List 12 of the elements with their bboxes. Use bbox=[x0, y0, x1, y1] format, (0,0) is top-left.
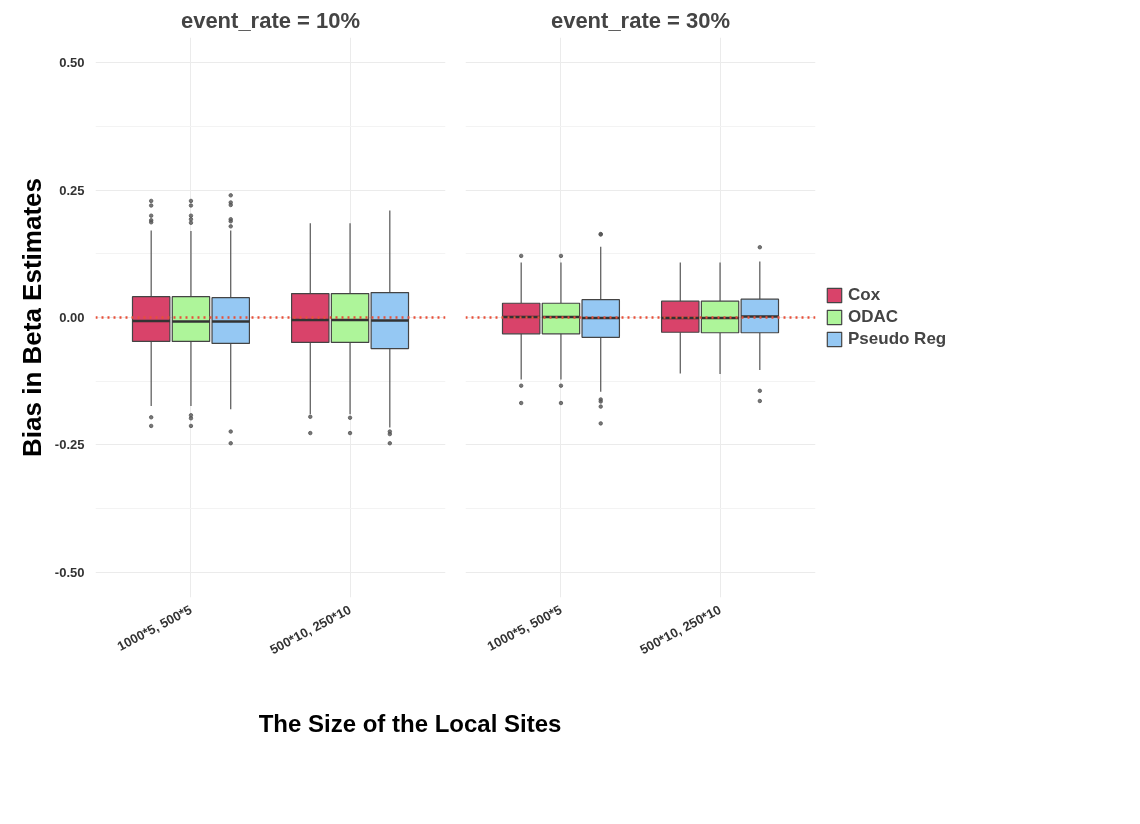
chart-title: event_rate = 10% bbox=[180, 7, 361, 33]
chart-title: event_rate = 30% bbox=[550, 7, 731, 33]
y-tick-label: 0.00 bbox=[59, 310, 85, 325]
y-tick-label: -0.25 bbox=[54, 437, 85, 453]
legend-label: ODAC bbox=[848, 307, 899, 327]
y-axis-title: Bias in Beta Estimates bbox=[16, 178, 47, 457]
legend-label: Cox bbox=[848, 285, 881, 305]
y-tick-label: 0.25 bbox=[59, 182, 85, 198]
y-tick-label: 0.50 bbox=[59, 55, 85, 71]
x-axis-title: The Size of the Local Sites bbox=[258, 709, 562, 739]
y-tick-label: -0.50 bbox=[54, 564, 85, 580]
legend-label: Pseudo Reg bbox=[848, 329, 947, 349]
